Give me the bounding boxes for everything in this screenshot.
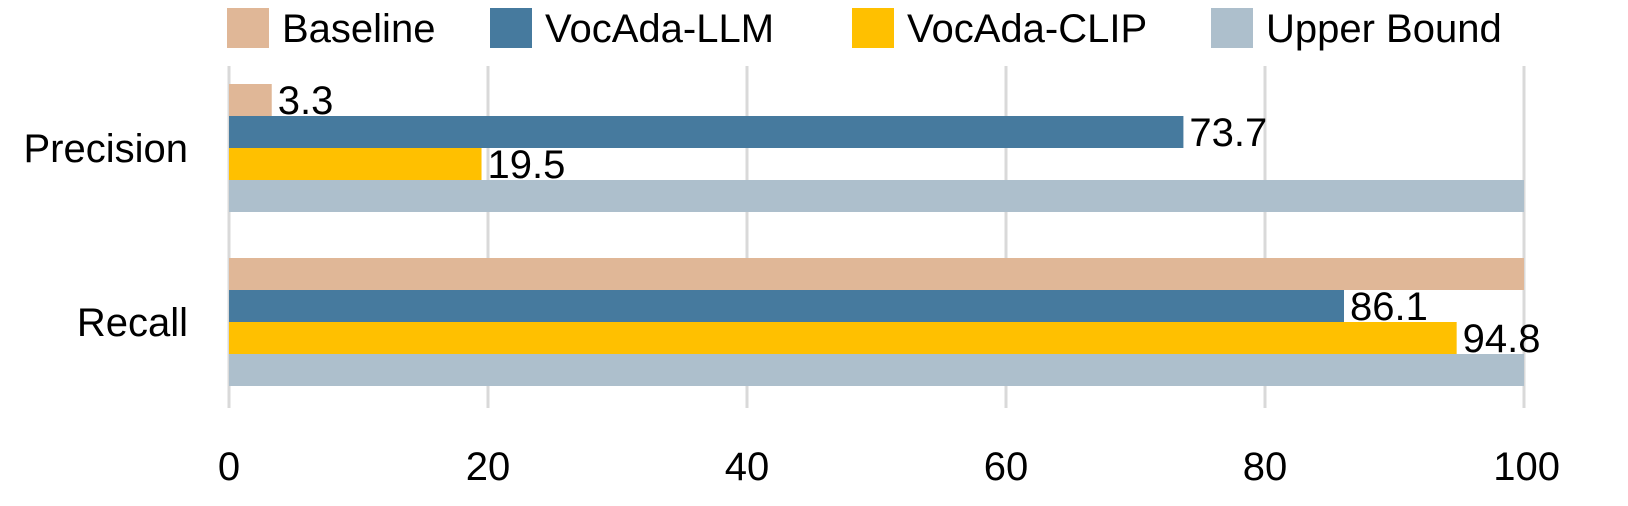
bar-precision-vocada-llm (229, 116, 1184, 148)
tick-label-40: 40 (725, 445, 770, 489)
bar-recall-vocada-clip (229, 322, 1457, 354)
bar-recall-vocada-llm (229, 290, 1344, 322)
tick-label-0: 0 (218, 445, 240, 489)
bar-precision-upper-bound (229, 180, 1524, 212)
category-label-precision: Precision (23, 127, 188, 171)
bars (229, 84, 1524, 386)
legend-label-vocada-clip: VocAda-CLIP (907, 7, 1147, 51)
legend-swatch-upper-bound (1211, 8, 1253, 48)
legend: Baseline VocAda-LLM VocAda-CLIP Upper Bound (227, 7, 1502, 51)
tick-label-20: 20 (466, 445, 511, 489)
legend-swatch-vocada-llm (490, 8, 532, 48)
data-label-recall-vocada-clip: 94.8 (1463, 317, 1541, 361)
data-label-precision-vocada-clip: 19.5 (488, 143, 566, 187)
data-label-precision-baseline: 3.3 (278, 79, 334, 123)
tick-label-60: 60 (984, 445, 1029, 489)
bar-recall-upper-bound (229, 354, 1524, 386)
x-axis-tick-labels: 0 20 40 60 80 100 (218, 445, 1560, 489)
data-label-recall-vocada-llm: 86.1 (1350, 285, 1428, 329)
category-label-recall: Recall (77, 301, 188, 345)
category-labels: Precision Recall (23, 127, 188, 345)
bar-recall-baseline (229, 258, 1524, 290)
data-label-precision-vocada-llm: 73.7 (1189, 111, 1267, 155)
data-labels: 3.3 73.7 19.5 86.1 94.8 (278, 79, 1541, 361)
legend-label-baseline: Baseline (282, 7, 435, 51)
tick-label-80: 80 (1243, 445, 1288, 489)
bar-precision-vocada-clip (229, 148, 482, 180)
bar-precision-baseline (229, 84, 272, 116)
legend-label-vocada-llm: VocAda-LLM (545, 7, 774, 51)
legend-label-upper-bound: Upper Bound (1266, 7, 1502, 51)
legend-swatch-vocada-clip (852, 8, 894, 48)
tick-label-100: 100 (1493, 445, 1560, 489)
legend-swatch-baseline (227, 8, 269, 48)
